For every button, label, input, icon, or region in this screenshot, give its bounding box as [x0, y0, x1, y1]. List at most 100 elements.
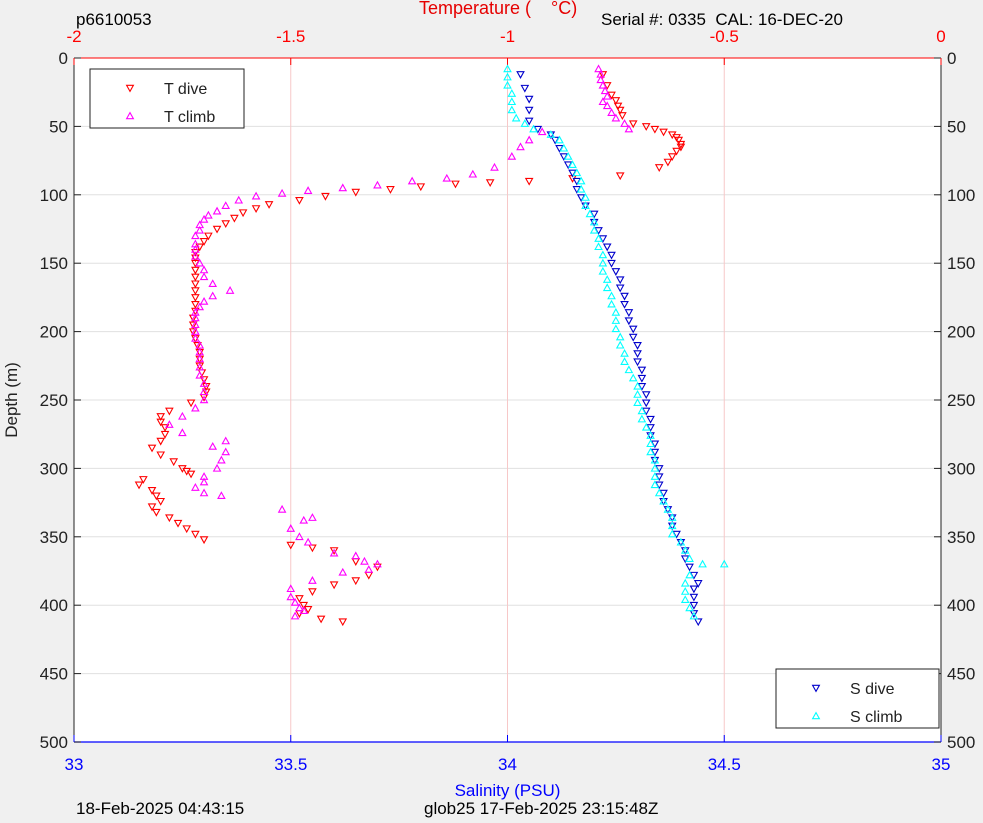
s-climb-point — [620, 357, 629, 365]
t-climb-point — [442, 173, 452, 182]
t-dive-point — [165, 407, 174, 416]
t-climb-point — [600, 86, 610, 95]
y-tick-label-right: 500 — [947, 733, 975, 752]
t-dive-point — [191, 280, 200, 289]
t-dive-point — [641, 123, 651, 131]
footer-mission: glob25 17-Feb-2025 23:15:48Z — [424, 799, 659, 818]
x-tick-label-temperature: -1 — [500, 27, 515, 46]
t-climb-point — [594, 64, 603, 73]
legend-temperature-label: T dive — [164, 81, 207, 98]
t-climb-point — [191, 251, 200, 260]
s-climb-point — [594, 242, 603, 251]
s-climb-point — [628, 373, 638, 382]
s-climb-point — [507, 89, 517, 97]
s-climb-point — [624, 365, 634, 374]
s-climb-point — [685, 554, 694, 562]
t-dive-point — [238, 209, 248, 218]
s-climb-point — [511, 113, 521, 122]
s-dive-point — [615, 284, 625, 293]
t-climb-point — [178, 411, 187, 420]
t-climb-point — [303, 186, 313, 194]
s-dive-point — [628, 325, 638, 334]
s-climb-point — [602, 283, 612, 292]
t-climb-point — [308, 576, 317, 584]
s-dive-point — [520, 84, 530, 93]
s-climb-point — [572, 168, 582, 177]
s-climb-point — [646, 431, 655, 439]
t-dive-point — [221, 220, 231, 229]
t-climb-point — [598, 80, 608, 89]
s-climb-point — [568, 160, 577, 168]
t-climb-point — [178, 428, 187, 437]
t-climb-point — [516, 142, 525, 151]
t-climb-point — [490, 162, 499, 171]
y-tick-label-right: 200 — [947, 323, 975, 342]
s-dive-point — [646, 415, 655, 424]
t-climb-point — [208, 291, 218, 300]
t-dive-point — [173, 519, 183, 528]
t-climb-point — [303, 537, 313, 546]
t-dive-point — [329, 547, 339, 556]
s-climb-point — [633, 398, 642, 407]
t-climb-point — [199, 488, 209, 497]
s-climb-point — [615, 340, 625, 349]
t-dive-point — [139, 476, 148, 484]
t-climb-point — [295, 532, 304, 541]
t-climb-point — [524, 135, 534, 144]
t-dive-point — [264, 201, 274, 209]
s-dive-point — [516, 71, 525, 79]
s-climb-point — [563, 151, 573, 160]
s-climb-point — [520, 119, 530, 127]
t-climb-point — [299, 606, 309, 614]
t-dive-point — [156, 497, 166, 506]
t-climb-point — [195, 258, 205, 267]
t-dive-point — [485, 179, 495, 188]
t-climb-point — [290, 597, 300, 606]
t-climb-point — [607, 108, 616, 116]
s-climb-point — [659, 496, 668, 505]
t-climb-point — [195, 354, 205, 363]
t-climb-point — [286, 592, 296, 601]
s-dive-point — [641, 399, 651, 408]
t-climb-point — [191, 483, 200, 491]
t-climb-point — [338, 183, 348, 192]
legend-salinity — [775, 668, 940, 729]
y-tick-label-right: 350 — [947, 528, 975, 547]
t-climb-point — [199, 387, 209, 396]
s-climb-point — [667, 513, 677, 521]
s-dive-point — [689, 585, 699, 594]
t-climb-point — [204, 210, 213, 219]
s-climb-point — [503, 80, 512, 89]
t-dive-point — [615, 106, 625, 115]
t-climb-point — [624, 124, 634, 133]
s-climb-point — [555, 135, 564, 144]
t-dive-point — [663, 158, 673, 167]
legend-temperature-marker — [125, 84, 135, 93]
t-climb-point — [286, 584, 296, 593]
s-climb-point — [680, 545, 690, 554]
t-dive-point — [615, 172, 625, 181]
t-dive-point — [156, 418, 166, 427]
s-climb-point — [633, 381, 642, 390]
y-tick-label-right: 300 — [947, 459, 975, 478]
s-dive-point — [524, 117, 534, 126]
s-climb-point — [663, 504, 673, 513]
t-climb-point — [225, 286, 235, 294]
t-dive-point — [191, 266, 200, 275]
s-climb-point — [650, 463, 660, 472]
t-climb-point — [277, 504, 287, 513]
t-climb-point — [208, 441, 218, 450]
y-tick-label-right: 50 — [947, 117, 966, 136]
t-dive-point — [147, 444, 157, 453]
s-dive-point — [607, 251, 616, 260]
s-climb-point — [503, 64, 512, 73]
t-dive-point — [186, 399, 196, 408]
t-dive-point — [524, 177, 534, 186]
t-dive-point — [329, 581, 339, 590]
s-dive-point — [637, 374, 647, 383]
s-climb-point — [689, 611, 699, 620]
s-climb-point — [650, 455, 660, 464]
s-climb-point — [559, 143, 569, 152]
t-climb-point — [199, 477, 209, 486]
t-climb-point — [191, 231, 200, 240]
